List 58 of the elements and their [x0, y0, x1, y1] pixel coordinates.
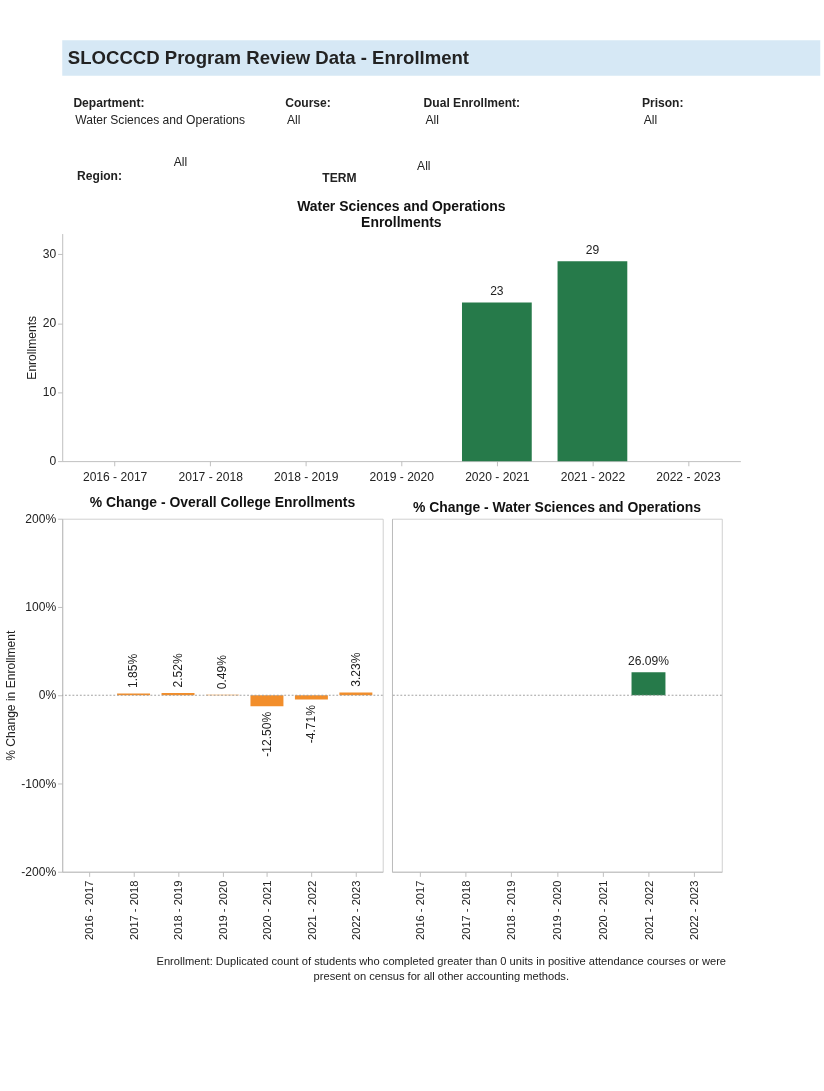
y-tick-label: 0%	[38, 688, 57, 703]
text: All	[287, 112, 301, 127]
text: Dual Enrollment:	[423, 96, 521, 111]
x-tick-label: 2021 - 2022	[560, 470, 626, 485]
chart-title: % Change - Water Sciences and Operations	[412, 499, 702, 516]
x-tick-label: 2022 - 2023	[350, 880, 363, 940]
text: All	[425, 112, 439, 127]
y-axis-title: Enrollments	[25, 315, 40, 380]
x-tick-label: 2018 - 2019	[172, 880, 185, 940]
x-tick-label: 2017 - 2018	[178, 470, 244, 485]
x-tick-label: 2016 - 2017	[82, 470, 148, 485]
data-label: 3.23%	[348, 652, 363, 687]
text: TERM	[322, 170, 357, 185]
text: Water Sciences and Operations	[75, 112, 246, 127]
data-label: -4.71%	[304, 704, 319, 744]
x-tick-label: 2020 - 2021	[261, 880, 274, 940]
data-label: 0.49%	[215, 654, 230, 690]
y-tick-label: 0	[49, 454, 57, 469]
data-label: 29	[585, 242, 600, 257]
text: All	[417, 159, 431, 174]
chart-title: Water Sciences and Operations Enrollments	[297, 198, 506, 231]
x-tick-label: 2019 - 2020	[551, 880, 564, 940]
text: Department:	[73, 96, 145, 111]
x-tick-label: 2019 - 2020	[369, 470, 435, 485]
x-tick-label: 2022 - 2023	[688, 880, 701, 940]
data-label: 2.52%	[170, 652, 185, 688]
x-tick-label: 2016 - 2017	[83, 880, 96, 940]
x-tick-label: 2018 - 2019	[505, 880, 518, 940]
x-tick-label: 2021 - 2022	[305, 880, 318, 940]
text: Prison:	[641, 96, 684, 111]
x-tick-label: 2020 - 2021	[465, 470, 530, 485]
text: Course:	[285, 96, 331, 111]
text: All	[173, 154, 188, 169]
y-tick-label: 10	[42, 385, 57, 400]
x-tick-label: 2018 - 2019	[274, 470, 339, 485]
data-label: 23	[490, 284, 504, 299]
x-tick-label: 2017 - 2018	[459, 880, 472, 940]
data-label: 1.85%	[126, 653, 141, 689]
chart-title: % Change - Overall College Enrollments	[89, 493, 356, 510]
text: All	[643, 112, 658, 127]
x-tick-label: 2016 - 2017	[413, 880, 426, 940]
x-tick-label: 2020 - 2021	[596, 880, 609, 940]
y-axis-title: % Change in Enrollment	[3, 630, 18, 761]
text: SLOCCCD Program Review Data - Enrollment	[67, 46, 470, 68]
data-label: 26.09%	[628, 653, 670, 668]
y-tick-label: 200%	[25, 511, 57, 526]
y-tick-label: 30	[42, 247, 57, 262]
y-tick-label: 100%	[25, 600, 57, 615]
x-tick-label: 2022 - 2023	[656, 470, 721, 485]
y-tick-label: -100%	[21, 776, 57, 791]
y-tick-label: 20	[42, 316, 57, 331]
y-tick-label: -200%	[21, 864, 57, 879]
x-tick-label: 2021 - 2022	[642, 880, 655, 940]
text: Region:	[77, 168, 123, 183]
data-label: -12.50%	[259, 711, 274, 757]
x-tick-label: 2019 - 2020	[216, 880, 229, 940]
x-tick-label: 2017 - 2018	[127, 880, 140, 940]
text: Enrollment: Duplicated count of students who completed greater than 0 units in positive attendance courses or were present on census for all other accounting methods.	[156, 954, 727, 982]
